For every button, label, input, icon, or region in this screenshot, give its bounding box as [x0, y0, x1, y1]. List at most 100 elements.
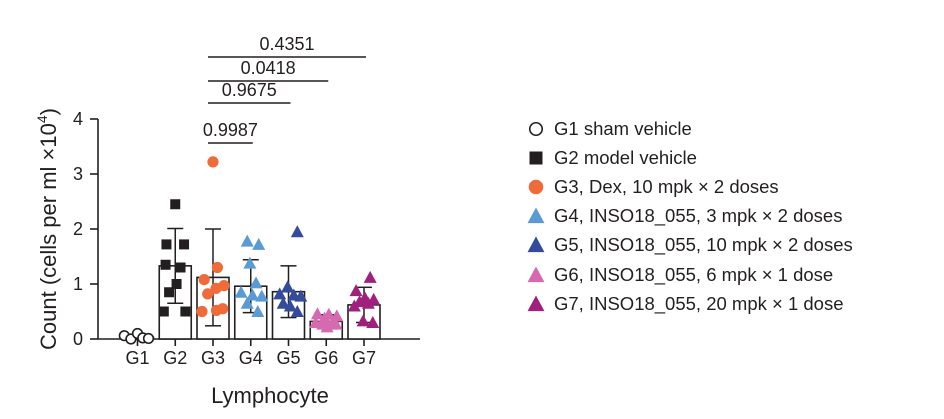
legend-label: G2 model vehicle: [554, 146, 697, 168]
data-point: [179, 239, 190, 250]
data-point: [196, 305, 208, 318]
data-point: [234, 285, 248, 298]
legend-marker-symbol: [528, 179, 544, 195]
data-point: [246, 288, 260, 301]
x-tick-label: G6: [314, 348, 338, 368]
comparison-p-value: 0.9987: [203, 120, 258, 140]
data-point: [281, 280, 295, 293]
data-point: [198, 274, 210, 286]
data-point: [160, 259, 171, 270]
legend-marker-symbol: [529, 151, 543, 165]
legend: G1 sham vehicle G2 model vehicle G3, Dex, …: [526, 114, 853, 318]
y-axis-label-main: Count (cells per ml ×10: [36, 123, 61, 350]
legend-marker-shape: [527, 295, 545, 311]
legend-marker: [526, 148, 554, 168]
x-tick-label: G2: [163, 348, 187, 368]
y-axis-label-close: ): [36, 108, 61, 115]
data-point: [252, 237, 266, 250]
comparison-p-value: 0.9675: [222, 80, 277, 100]
x-tick-label: G7: [352, 348, 376, 368]
data-point: [329, 317, 343, 330]
x-tick-label: G1: [125, 348, 149, 368]
data-point: [349, 284, 363, 297]
legend-marker-shape: [528, 179, 544, 195]
y-axis-label: Count (cells per ml ×104): [34, 108, 61, 350]
legend-marker-symbol: [527, 266, 545, 282]
comparison-p-value: 0.0418: [241, 58, 296, 78]
legend-entry: G4, INSO18_055, 3 mpk × 2 doses: [526, 202, 853, 231]
legend-entry: G6, INSO18_055, 6 mpk × 1 dose: [526, 260, 853, 289]
legend-marker-shape: [528, 121, 544, 136]
legend-marker: [526, 206, 554, 226]
data-point: [294, 289, 308, 302]
y-tick-label: 0: [73, 329, 83, 349]
legend-label: G1 sham vehicle: [554, 117, 692, 139]
legend-entry: G3, Dex, 10 mpk × 2 doses: [526, 172, 853, 201]
legend-marker-symbol: [527, 295, 545, 311]
legend-marker-shape: [527, 236, 545, 253]
data-point: [290, 305, 304, 318]
data-point: [202, 288, 214, 300]
data-point: [290, 225, 304, 238]
x-axis-label: Lymphocyte: [211, 383, 329, 408]
data-point: [164, 287, 175, 298]
data-point: [366, 316, 380, 329]
x-tick-label: G3: [201, 348, 225, 368]
legend-label: G7, INSO18_055, 20 mpk × 1 dose: [554, 292, 844, 314]
legend-marker-symbol: [528, 121, 544, 136]
data-point: [180, 306, 191, 317]
data-point: [171, 279, 182, 289]
data-point: [361, 296, 375, 309]
x-tick-label: G4: [239, 348, 263, 368]
data-point: [249, 276, 263, 289]
data-point: [142, 332, 155, 345]
y-tick-label: 3: [73, 164, 83, 184]
legend-marker: [526, 265, 554, 285]
legend-marker: [526, 235, 554, 255]
data-point: [175, 262, 186, 273]
legend-marker: [526, 177, 554, 197]
y-axis-label-exponent: 4: [34, 115, 50, 123]
legend-label: G5, INSO18_055, 10 mpk × 2 doses: [554, 234, 853, 256]
y-tick-label: 1: [73, 274, 83, 294]
data-point: [273, 287, 287, 300]
data-point: [170, 199, 181, 210]
data-point: [161, 239, 172, 250]
legend-label: G4, INSO18_055, 3 mpk × 2 doses: [554, 205, 843, 227]
legend-entry: G7, INSO18_055, 20 mpk × 1 dose: [526, 289, 853, 318]
data-point: [240, 234, 254, 247]
legend-marker-symbol: [527, 236, 545, 253]
x-tick-label: G5: [276, 348, 300, 368]
legend-marker-shape: [527, 207, 545, 224]
data-point: [158, 306, 169, 317]
data-point: [210, 282, 222, 294]
legend-marker: [526, 294, 554, 314]
data-point: [240, 296, 254, 309]
legend-marker-shape: [527, 266, 545, 282]
legend-label: G6, INSO18_055, 6 mpk × 1 dose: [554, 263, 834, 285]
data-point: [363, 270, 377, 283]
legend-entry: G2 model vehicle: [526, 143, 853, 172]
data-point: [243, 256, 257, 269]
legend-marker: [526, 119, 554, 139]
data-point: [217, 303, 229, 315]
data-point: [320, 320, 334, 333]
data-point: [356, 314, 370, 327]
legend-marker-symbol: [527, 207, 545, 224]
data-point: [251, 305, 265, 318]
y-tick-label: 4: [73, 109, 83, 129]
legend-entry: G5, INSO18_055, 10 mpk × 2 doses: [526, 231, 853, 260]
data-point: [310, 307, 324, 320]
data-point: [211, 261, 223, 274]
legend-marker-shape: [529, 151, 543, 165]
data-point: [347, 299, 361, 312]
legend-entry: G1 sham vehicle: [526, 114, 853, 143]
comparison-p-value: 0.4351: [259, 34, 314, 54]
y-tick-label: 2: [73, 219, 83, 239]
data-point: [207, 156, 219, 168]
data-point: [255, 289, 269, 302]
data-point: [276, 296, 290, 309]
data-point: [283, 299, 297, 312]
legend-label: G3, Dex, 10 mpk × 2 doses: [554, 175, 779, 197]
